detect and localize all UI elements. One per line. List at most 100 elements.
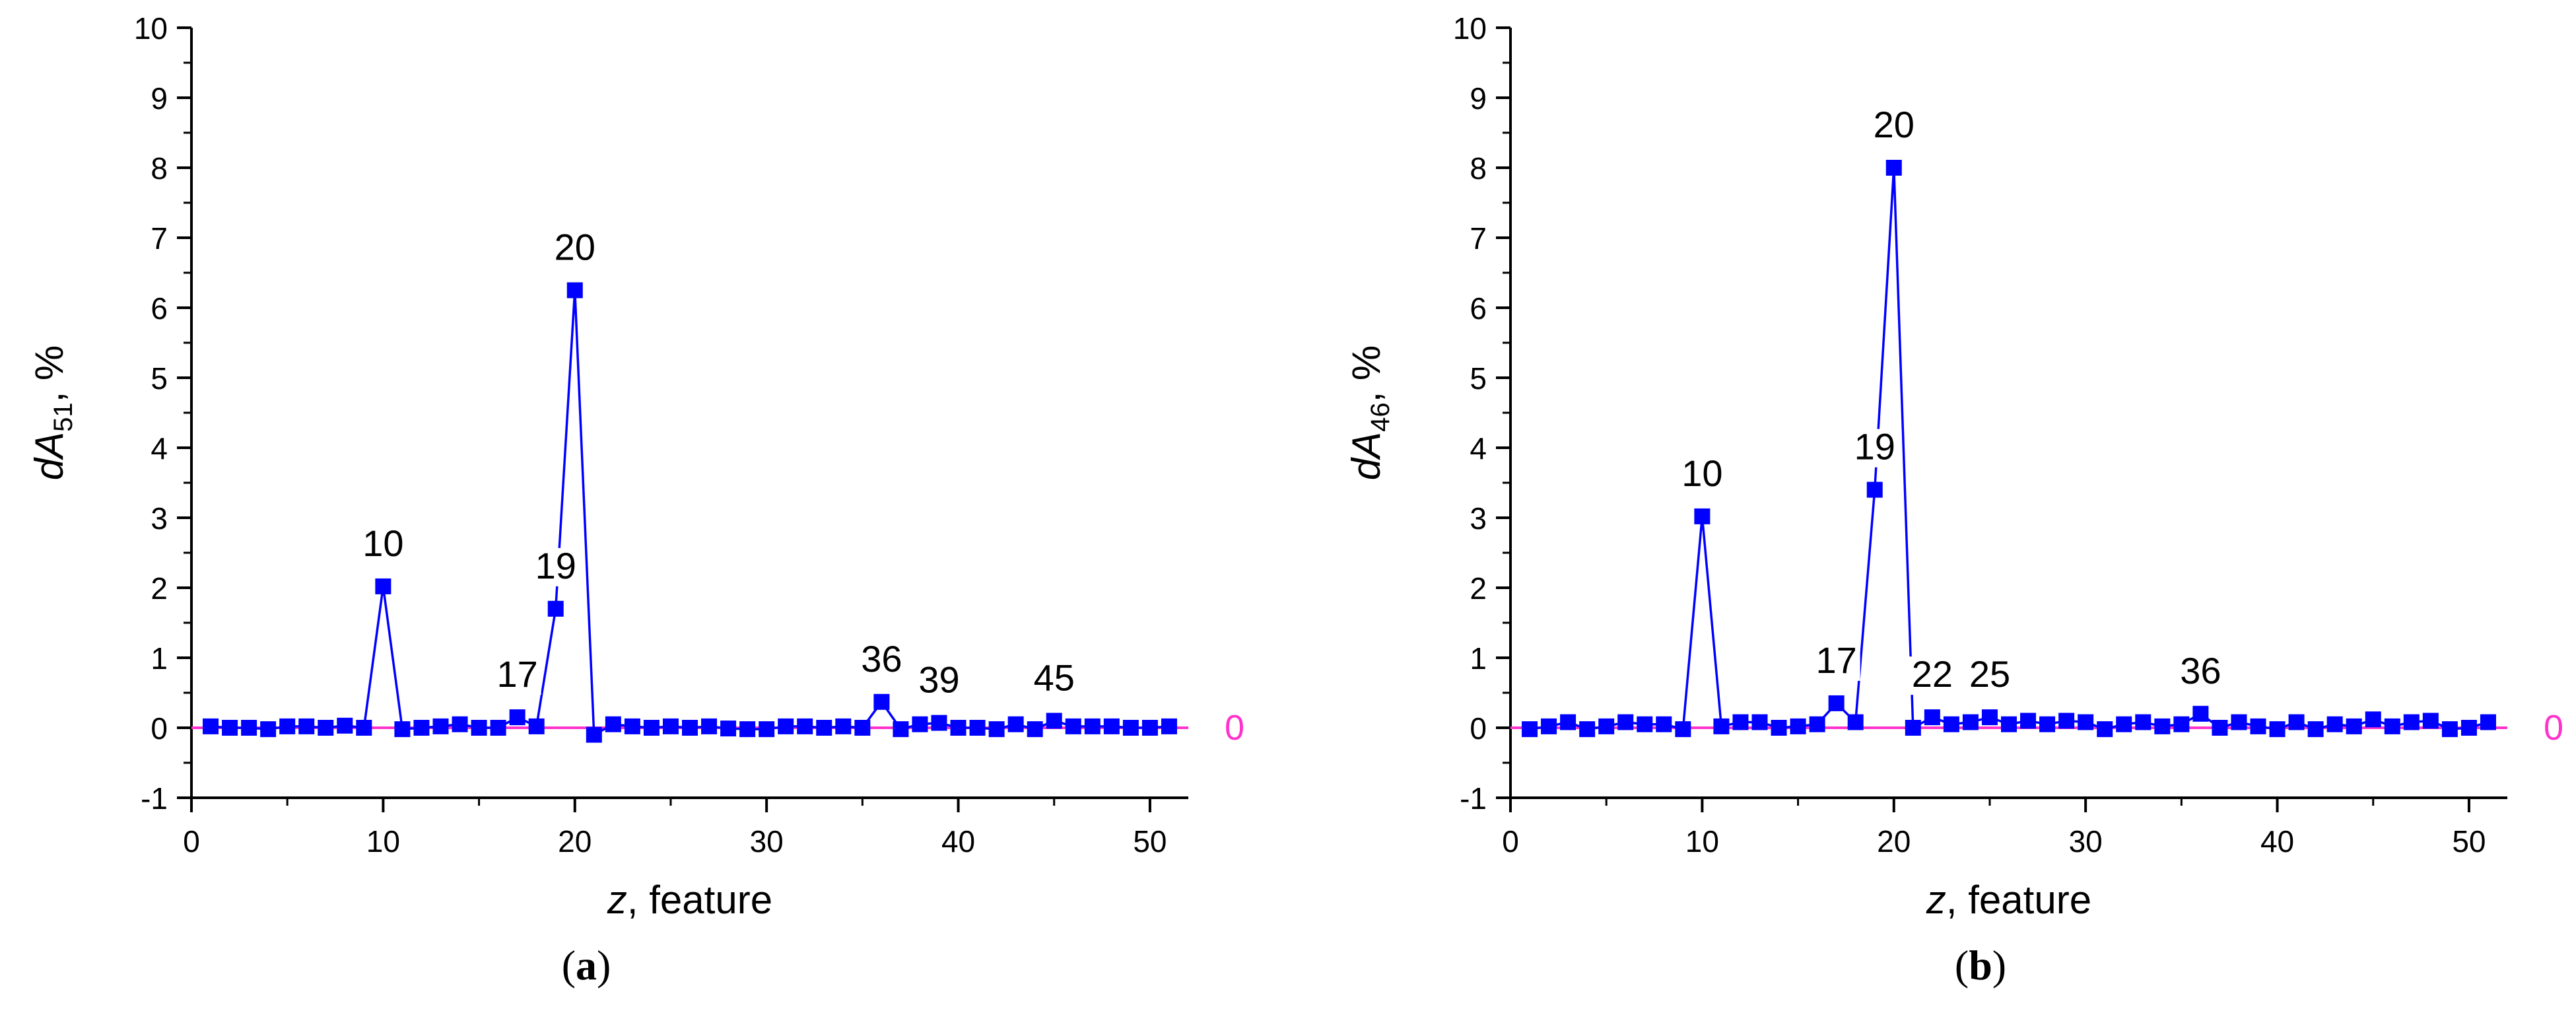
data-point xyxy=(2135,714,2152,730)
data-point xyxy=(2078,714,2094,730)
data-point xyxy=(624,718,640,734)
data-annotation: 20 xyxy=(555,227,595,268)
x-axis-label: z, feature xyxy=(1926,878,2091,922)
data-point xyxy=(2422,713,2439,729)
data-point xyxy=(1122,720,1139,736)
data-point xyxy=(1560,714,1576,730)
data-point xyxy=(452,716,468,732)
data-point xyxy=(778,718,794,734)
data-point xyxy=(1828,695,1845,711)
data-point xyxy=(471,720,487,736)
data-point xyxy=(2001,716,2017,732)
data-annotation: 45 xyxy=(1034,656,1075,698)
x-tick-label: 50 xyxy=(1133,824,1167,859)
data-point xyxy=(1084,718,1101,734)
data-point xyxy=(1866,481,1883,498)
data-point xyxy=(2039,716,2056,732)
data-point xyxy=(854,720,871,736)
data-point xyxy=(1522,721,1538,738)
data-point xyxy=(1924,709,1940,726)
data-annotation: 17 xyxy=(1816,639,1857,681)
data-annotation: 20 xyxy=(1874,104,1915,145)
data-point xyxy=(298,718,315,734)
y-axis-label-variable: dA xyxy=(27,432,71,480)
data-point xyxy=(1161,718,1177,734)
y-tick-label: 9 xyxy=(151,81,168,116)
data-point xyxy=(203,718,219,734)
data-annotation: 36 xyxy=(861,638,902,680)
y-tick-label: 7 xyxy=(151,221,168,256)
y-axis-label: dA46, % xyxy=(1344,345,1395,481)
y-axis-label-subscript: 51 xyxy=(49,402,78,432)
data-point xyxy=(1809,716,1825,732)
data-point xyxy=(1943,716,1959,732)
y-tick-label: 9 xyxy=(1470,81,1487,116)
annotation-backing xyxy=(359,525,407,564)
y-tick-label: 0 xyxy=(1470,711,1487,746)
data-point xyxy=(509,709,525,726)
data-point xyxy=(1847,714,1864,730)
y-tick-label: 0 xyxy=(151,711,168,746)
data-point xyxy=(1905,720,1921,736)
data-point xyxy=(1541,718,1557,734)
annotation-backing xyxy=(2177,652,2225,691)
data-point xyxy=(2460,720,2477,736)
annotation-backing xyxy=(1908,656,1956,695)
data-point xyxy=(605,716,621,732)
data-point xyxy=(1675,721,1691,738)
data-annotation: 19 xyxy=(1854,426,1895,468)
data-point xyxy=(682,720,698,736)
data-point xyxy=(356,720,372,736)
y-tick-label: 5 xyxy=(1470,361,1487,396)
y-tick-label: 3 xyxy=(1470,501,1487,536)
x-tick-label: 20 xyxy=(558,824,592,859)
y-tick-label: 10 xyxy=(1453,11,1487,46)
data-point xyxy=(1694,508,1711,524)
data-point xyxy=(1751,714,1768,730)
data-point xyxy=(931,715,947,731)
data-point xyxy=(528,718,545,734)
y-axis-label-text: , % xyxy=(27,345,71,403)
data-point xyxy=(912,716,928,732)
data-point xyxy=(2384,718,2400,734)
data-point xyxy=(1617,714,1634,730)
x-tick-label: 20 xyxy=(1877,824,1911,859)
chart-panel-b: 0 -1 0 1 2 3 4 5 6 7 8 9 10 0 10 20 30 40 50 z, feature dA46… xyxy=(1344,11,2563,922)
annotation-backing xyxy=(531,547,580,586)
data-annotation: 25 xyxy=(1969,653,2010,695)
data-point xyxy=(1885,160,1902,176)
x-tick-label: 30 xyxy=(750,824,784,859)
series-line xyxy=(210,290,1170,737)
y-tick-label: 2 xyxy=(151,571,168,606)
y-axis-label-subscript: 46 xyxy=(1366,402,1395,432)
annotation-backing xyxy=(915,662,963,701)
x-axis-label: z, feature xyxy=(607,878,772,922)
data-point xyxy=(720,721,737,737)
y-tick-label: 6 xyxy=(1470,291,1487,326)
annotation-backing xyxy=(551,229,599,268)
data-point xyxy=(547,600,564,617)
data-point xyxy=(260,721,277,738)
data-point xyxy=(2173,716,2190,732)
x-axis-label-text: , feature xyxy=(627,878,772,922)
data-point xyxy=(950,720,966,736)
panel-caption-letter-b: b xyxy=(1969,942,1992,989)
data-point xyxy=(337,717,353,734)
data-point xyxy=(2307,721,2324,738)
data-point xyxy=(375,578,391,594)
y-tick-label: 6 xyxy=(151,291,168,326)
data-point xyxy=(1046,713,1062,729)
data-point xyxy=(835,718,852,734)
x-tick-label: 50 xyxy=(2452,824,2486,859)
x-tick-label: 40 xyxy=(941,824,975,859)
data-point xyxy=(2097,721,2113,738)
data-point xyxy=(279,718,296,734)
data-point xyxy=(2058,713,2075,729)
data-point xyxy=(816,720,832,736)
data-point xyxy=(2365,711,2381,728)
data-point xyxy=(2441,721,2458,738)
data-annotation: 36 xyxy=(2180,650,2221,691)
data-point xyxy=(1771,720,1787,736)
annotation-backing xyxy=(1850,429,1899,468)
y-tick-label: 5 xyxy=(151,361,168,396)
